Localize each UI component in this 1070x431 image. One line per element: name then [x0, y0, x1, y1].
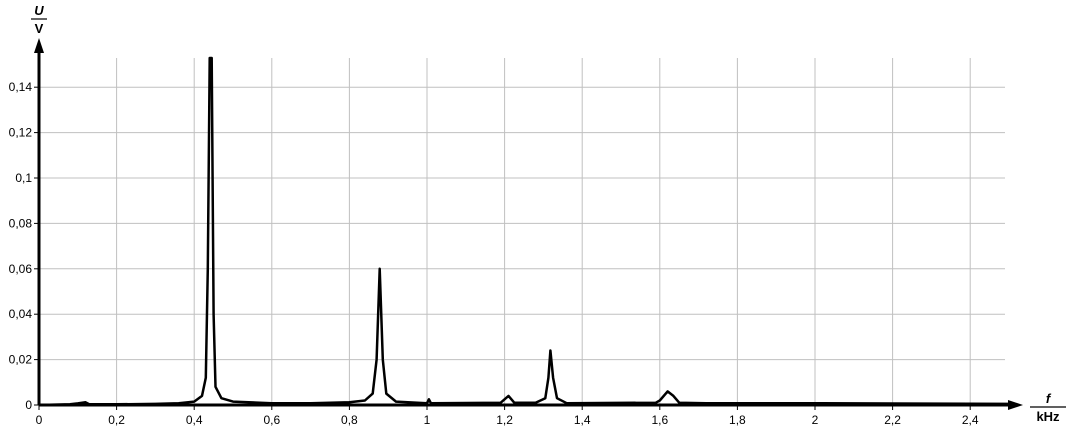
- y-tick-label: 0: [25, 398, 32, 412]
- x-tick-label: 1,4: [574, 413, 591, 427]
- y-tick-label: 0,14: [9, 80, 33, 94]
- x-tick-label: 0,6: [263, 413, 280, 427]
- x-tick-label: 1,6: [651, 413, 668, 427]
- y-tick-label: 0,02: [9, 353, 33, 367]
- x-tick-label: 1,8: [729, 413, 746, 427]
- y-tick-label: 0,1: [15, 171, 32, 185]
- y-unit: V: [35, 21, 44, 36]
- y-label: U: [34, 3, 44, 18]
- x-tick-label: 1,2: [496, 413, 513, 427]
- x-tick-label: 0,8: [341, 413, 358, 427]
- ticks: 0 0,2 0,4 0,6 0,8 1 1,2 1,4 1,6 1,8 2 2,2 2,4 0 0,02 0,…: [9, 80, 979, 427]
- x-tick-label: 2,4: [962, 413, 979, 427]
- series-line: [38, 56, 1010, 407]
- x-axis-arrow: [1008, 400, 1023, 410]
- y-tick-label: 0,06: [9, 262, 33, 276]
- x-tick-label: 2: [812, 413, 819, 427]
- x-tick-label: 1: [424, 413, 431, 427]
- x-label: f: [1046, 391, 1052, 406]
- y-tick-label: 0,04: [9, 307, 33, 321]
- grid: [39, 58, 1005, 405]
- x-tick-label: 0,4: [186, 413, 203, 427]
- x-unit: kHz: [1036, 409, 1060, 424]
- y-tick-label: 0,12: [9, 126, 33, 140]
- y-tick-label: 0,08: [9, 216, 33, 230]
- y-axis-arrow: [34, 38, 44, 53]
- x-tick-label: 2,2: [884, 413, 901, 427]
- x-tick-label: 0: [36, 413, 43, 427]
- x-tick-label: 0,2: [108, 413, 125, 427]
